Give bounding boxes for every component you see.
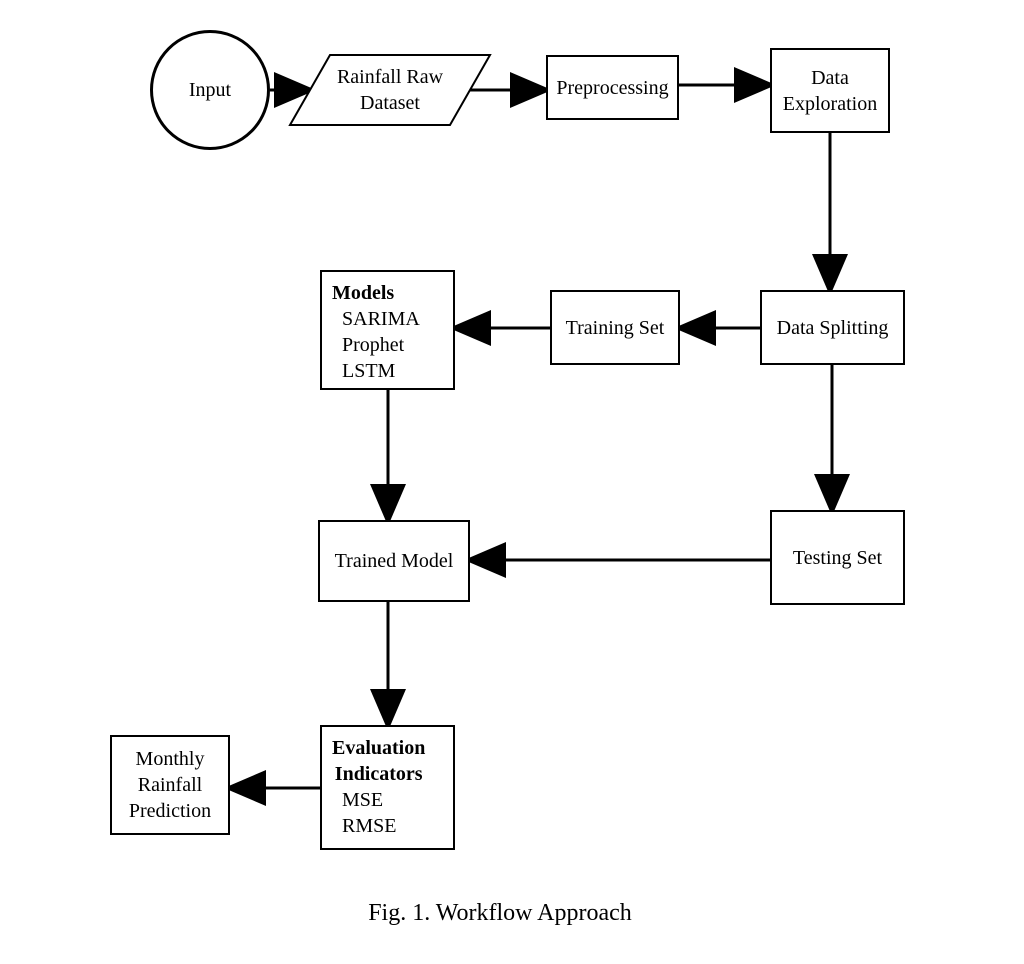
node-training: Training Set (550, 290, 680, 365)
node-models-item: SARIMA (332, 306, 420, 332)
node-splitting: Data Splitting (760, 290, 905, 365)
node-evaluation: EvaluationIndicatorsMSERMSE (320, 725, 455, 850)
flowchart-canvas: Input Rainfall RawDataset Preprocessing Dat… (0, 0, 1024, 964)
node-models: ModelsSARIMAProphetLSTM (320, 270, 455, 390)
node-preprocessing: Preprocessing (546, 55, 679, 120)
node-input: Input (150, 30, 270, 150)
node-evaluation-title: EvaluationIndicators (332, 735, 425, 787)
node-exploration: DataExploration (770, 48, 890, 133)
node-models-title: Models (332, 280, 394, 306)
figure-caption: Fig. 1. Workflow Approach (250, 900, 750, 927)
node-dataset: Rainfall RawDataset (310, 55, 470, 125)
node-prediction: MonthlyRainfallPrediction (110, 735, 230, 835)
node-trained: Trained Model (318, 520, 470, 602)
node-models-item: LSTM (332, 358, 395, 384)
node-models-item: Prophet (332, 332, 404, 358)
node-evaluation-item: MSE (332, 787, 383, 813)
node-testing: Testing Set (770, 510, 905, 605)
node-evaluation-item: RMSE (332, 813, 396, 839)
